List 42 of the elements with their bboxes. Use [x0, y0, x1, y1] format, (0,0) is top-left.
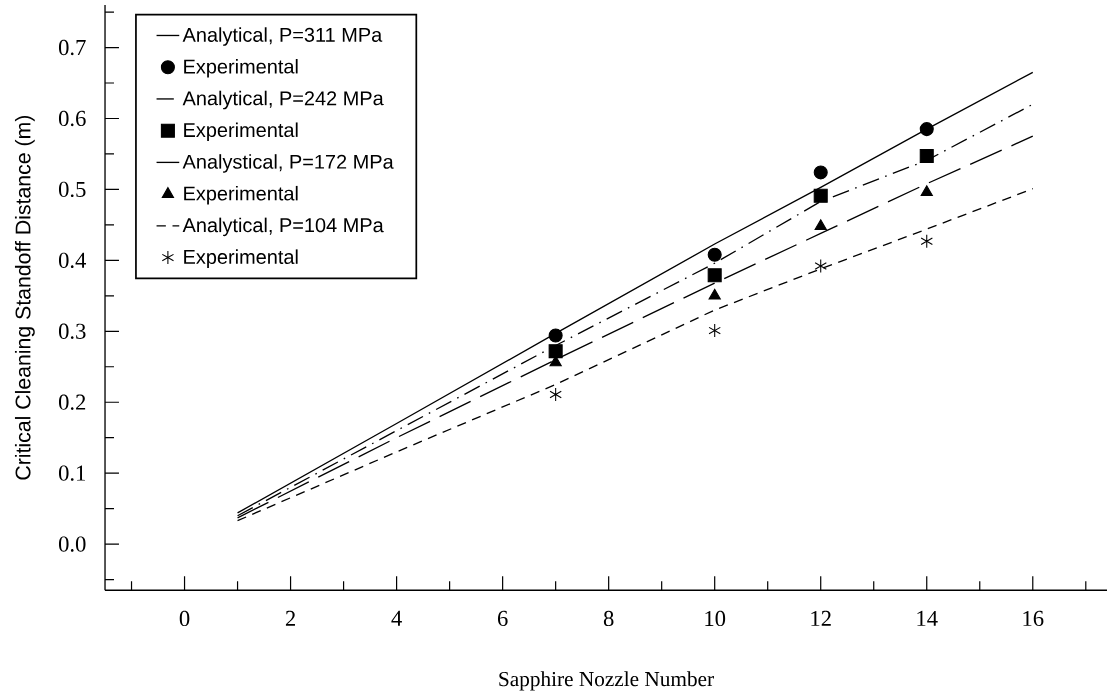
x-tick-label: 14	[917, 610, 938, 626]
legend-label: Analytical, P=104 MPa	[182, 217, 384, 237]
point	[919, 122, 934, 137]
y-tick-label: 0.7	[58, 39, 86, 56]
y-tick-label: 0.2	[58, 394, 86, 410]
x-axis-title: Sapphire Nozzle Number	[499, 671, 714, 691]
y-tick-label: 0.6	[58, 110, 86, 127]
point	[919, 149, 934, 164]
legend-label: Analytical, P=311 MPa	[182, 27, 383, 46]
point	[707, 247, 722, 262]
point	[813, 188, 828, 203]
legend-label: Experimental	[184, 59, 298, 78]
x-tick-label: 2	[285, 610, 295, 626]
y-tick-label: 0.1	[58, 465, 86, 481]
x-tick-label: 12	[811, 610, 831, 626]
point	[549, 387, 562, 402]
point	[548, 344, 563, 359]
x-tick-label: 16	[1023, 610, 1044, 627]
legend-label: Experimental	[184, 249, 298, 268]
point	[708, 323, 721, 338]
legend-label: Analytical, P=242 MPa	[182, 90, 384, 110]
point	[814, 219, 827, 231]
point	[920, 234, 933, 249]
y-tick-label: 0.4	[58, 252, 87, 269]
x-tick-label: 10	[705, 610, 726, 627]
point	[708, 288, 721, 300]
point	[548, 328, 563, 343]
x-tick-label: 4	[391, 610, 402, 626]
legend-label: Analystical, P=172 MPa	[182, 154, 394, 173]
y-tick-label: 0.3	[58, 323, 86, 340]
point	[707, 268, 722, 283]
y-tick-label: 0.5	[58, 181, 86, 198]
legend-label: Experimental	[184, 185, 298, 205]
point	[920, 185, 933, 197]
point	[814, 259, 827, 274]
point	[813, 165, 828, 180]
x-tick-label: 8	[603, 610, 614, 627]
legend-label: Experimental	[184, 122, 298, 142]
x-tick-label: 6	[497, 610, 508, 627]
y-axis-title: Critical Cleaning Standoff Distance (m)	[14, 116, 35, 480]
y-tick-label: 0.0	[58, 536, 86, 552]
x-tick-label: 0	[179, 610, 190, 627]
